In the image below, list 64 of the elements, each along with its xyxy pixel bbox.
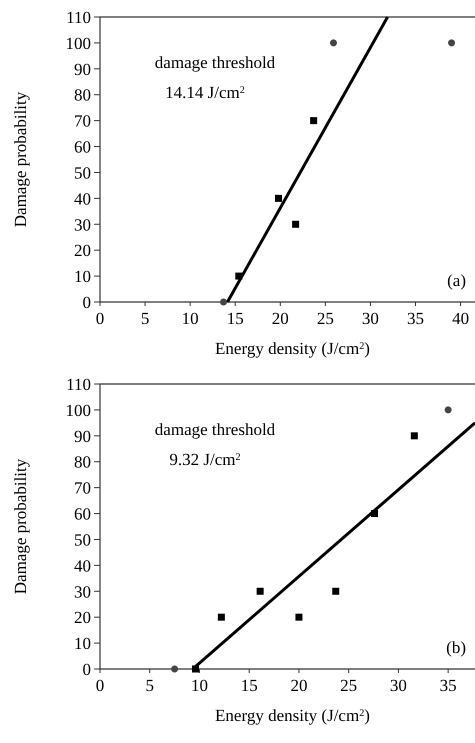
x-tick-label: 20 (290, 676, 308, 695)
y-tick-label: 110 (66, 375, 91, 394)
x-tick-label: 20 (272, 309, 289, 328)
point (295, 614, 302, 621)
x-axis-title: Energy density (J/cm$^{2}$) (215, 339, 370, 358)
x-tick-label: 15 (226, 309, 244, 328)
y-tick-label: 90 (74, 60, 91, 79)
point (310, 117, 318, 124)
point (330, 39, 337, 46)
y-axis-title: Damage probability (11, 458, 30, 594)
y-tick-label: 60 (74, 138, 91, 157)
y-tick-label: 30 (74, 215, 91, 234)
point (274, 194, 282, 202)
y-tick-label: 60 (74, 504, 91, 524)
y-tick-label: 0 (82, 660, 91, 679)
point (410, 432, 418, 440)
x-tick-label: 25 (316, 309, 334, 328)
x-tick-label: 25 (340, 676, 358, 695)
annotation: damage threshold (154, 420, 276, 439)
x-tick-label: 0 (96, 676, 104, 695)
y-tick-label: 10 (74, 267, 91, 286)
point (448, 39, 456, 46)
y-tick-label: 80 (74, 86, 91, 105)
y-tick-label: 70 (74, 478, 91, 498)
y-tick-label: 0 (82, 293, 91, 312)
point (218, 614, 225, 621)
y-tick-label: 70 (74, 112, 91, 131)
y-tick-label: 100 (66, 400, 91, 420)
y-tick-label: 100 (66, 34, 91, 53)
y-tick-label: 40 (74, 189, 91, 208)
y-tick-label: 110 (66, 8, 91, 27)
y-tick-label: 90 (74, 426, 91, 446)
x-tick-label: 10 (190, 676, 208, 695)
point (444, 406, 452, 414)
y-tick-label: 40 (74, 556, 91, 576)
x-tick-label: 40 (452, 309, 470, 328)
x-tick-label: 0 (96, 309, 104, 328)
x-tick-label: 30 (362, 309, 379, 328)
x-tick-label: 5 (145, 676, 154, 695)
annotation: (b) (446, 638, 466, 657)
y-tick-label: 80 (74, 452, 91, 472)
y-tick-label: 50 (74, 163, 91, 182)
point (292, 220, 300, 228)
x-tick-label: 5 (140, 309, 150, 328)
point (171, 666, 178, 672)
y-tick-label: 20 (74, 241, 91, 260)
y-tick-label: 10 (74, 634, 91, 654)
y-axis-title: Damage probability (11, 91, 30, 228)
point (220, 298, 227, 306)
y-tick-label: 50 (74, 530, 91, 550)
point (256, 588, 264, 595)
annotation: 9.32 J/cm$^{2}$ (169, 450, 241, 469)
x-tick-label: 35 (440, 676, 457, 695)
y-tick-label: 20 (74, 608, 91, 628)
x-tick-label: 10 (182, 309, 199, 328)
x-axis-title: Energy density (J/cm$^{2}$) (215, 706, 370, 725)
x-tick-label: 30 (390, 676, 407, 695)
annotation: (a) (447, 271, 466, 290)
point (332, 588, 340, 595)
y-tick-label: 30 (74, 582, 91, 602)
x-tick-label: 15 (240, 676, 258, 695)
x-tick-label: 35 (407, 309, 424, 328)
annotation: damage threshold (154, 53, 276, 72)
annotation: 14.14 J/cm$^{2}$ (165, 83, 245, 102)
